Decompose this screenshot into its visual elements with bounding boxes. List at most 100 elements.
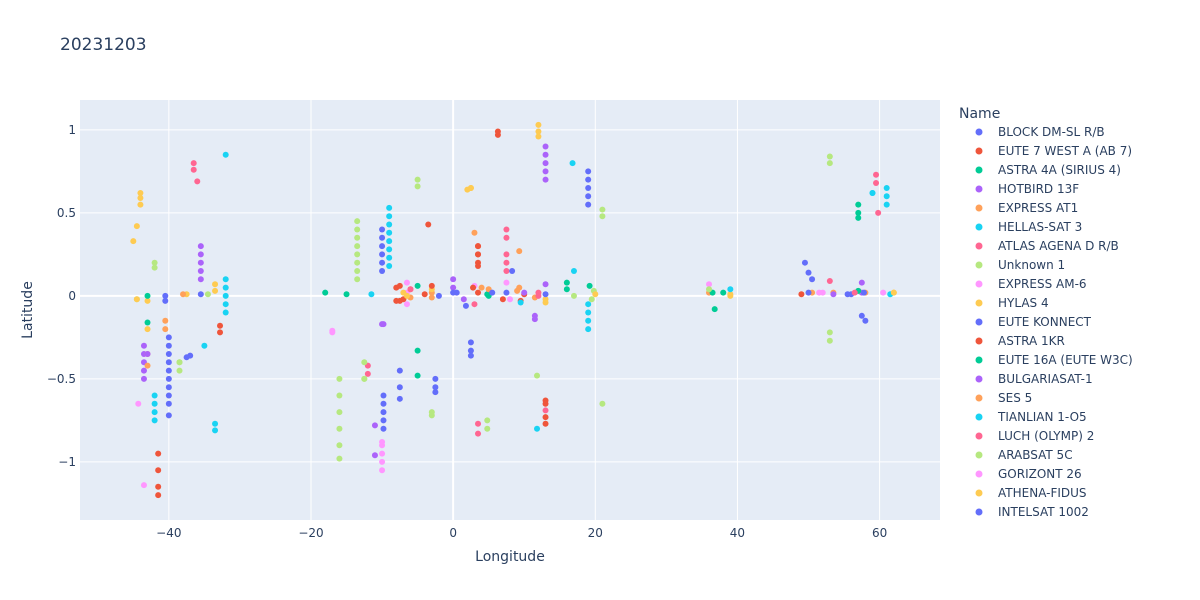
data-point [588, 296, 595, 303]
x-tick-label: 60 [872, 526, 887, 540]
data-point [563, 286, 570, 293]
data-point [471, 301, 478, 308]
legend-item[interactable]: EUTE KONNECT [975, 315, 1092, 329]
legend-item[interactable]: Unknown 1 [975, 258, 1066, 272]
data-point [706, 281, 713, 288]
data-point [873, 171, 880, 178]
data-point [336, 442, 343, 449]
legend-label: EUTE 7 WEST A (AB 7) [998, 144, 1132, 158]
legend-item[interactable]: HOTBIRD 13F [975, 182, 1080, 196]
data-point [478, 284, 485, 291]
legend-item[interactable]: BLOCK DM-SL R/B [975, 125, 1105, 139]
data-point [407, 286, 414, 293]
legend-item[interactable]: HYLAS 4 [975, 296, 1049, 310]
legend-label: INTELSAT 1002 [998, 505, 1089, 519]
data-point [222, 276, 229, 283]
legend-label: HYLAS 4 [998, 296, 1049, 310]
legend-item[interactable]: SES 5 [975, 391, 1033, 405]
legend-item[interactable]: EUTE 7 WEST A (AB 7) [975, 144, 1133, 158]
series-points [322, 201, 862, 379]
data-point [144, 350, 151, 357]
data-point [361, 375, 368, 382]
data-point [379, 226, 386, 233]
data-point [414, 183, 421, 190]
data-point [162, 326, 169, 333]
data-point [137, 201, 144, 208]
data-point [151, 417, 158, 424]
data-point [187, 352, 194, 359]
data-point [585, 184, 592, 191]
legend-marker [975, 128, 983, 136]
legend-item[interactable]: TIANLIAN 1-O5 [975, 410, 1087, 424]
legend-item[interactable]: LUCH (OLYMP) 2 [975, 429, 1095, 443]
data-point [354, 267, 361, 274]
data-point [503, 234, 510, 241]
data-point [165, 392, 172, 399]
legend-item[interactable]: ASTRA 4A (SIRIUS 4) [975, 163, 1121, 177]
data-point [379, 251, 386, 258]
legend-item[interactable]: EXPRESS AT1 [975, 201, 1079, 215]
data-point [535, 133, 542, 140]
data-point [379, 321, 386, 328]
data-point [414, 282, 421, 289]
data-point [155, 467, 162, 474]
data-point [197, 267, 204, 274]
data-point [819, 289, 826, 296]
data-point [133, 223, 140, 230]
legend-marker [975, 261, 983, 269]
data-point [542, 281, 549, 288]
data-point [197, 243, 204, 250]
y-tick-label: −1 [58, 455, 76, 469]
data-point [514, 287, 521, 294]
data-point [586, 282, 593, 289]
data-point [329, 329, 336, 336]
legend[interactable]: BLOCK DM-SL R/B EUTE 7 WEST A (AB 7) ASTRA… [975, 125, 1133, 519]
legend-item[interactable]: ARABSAT 5C [975, 448, 1073, 462]
legend-item[interactable]: EXPRESS AM-6 [975, 277, 1087, 291]
data-point [180, 291, 187, 298]
data-point [212, 420, 219, 427]
legend-marker [975, 394, 983, 402]
legend-item[interactable]: BULGARIASAT-1 [975, 372, 1093, 386]
legend-item[interactable]: ASTRA 1KR [975, 334, 1065, 348]
data-point [354, 234, 361, 241]
data-point [499, 296, 506, 303]
data-point [851, 289, 858, 296]
data-point [542, 407, 549, 414]
legend-label: ASTRA 1KR [998, 334, 1065, 348]
data-point [165, 359, 172, 366]
data-point [176, 359, 183, 366]
legend-item[interactable]: ATLAS AGENA D R/B [975, 239, 1119, 253]
legend-item[interactable]: EUTE 16A (EUTE W3C) [975, 353, 1133, 367]
data-point [354, 218, 361, 225]
legend-marker [975, 185, 983, 193]
data-point [503, 251, 510, 258]
legend-marker [975, 337, 983, 345]
legend-item[interactable]: ATHENA-FIDUS [975, 486, 1087, 500]
data-point [585, 317, 592, 324]
legend-marker [975, 375, 983, 383]
data-point [875, 209, 882, 216]
data-point [336, 392, 343, 399]
series-points [140, 289, 826, 489]
data-point [371, 422, 378, 429]
data-point [386, 238, 393, 245]
data-point [542, 291, 549, 298]
legend-item[interactable]: GORIZONT 26 [975, 467, 1082, 481]
data-point [467, 352, 474, 359]
legend-item[interactable]: HELLAS-SAT 3 [975, 220, 1083, 234]
data-point [826, 153, 833, 160]
data-point [197, 251, 204, 258]
legend-marker [975, 413, 983, 421]
data-point [393, 297, 400, 304]
data-point [403, 292, 410, 299]
data-point [475, 430, 482, 437]
legend-item[interactable]: INTELSAT 1002 [975, 505, 1089, 519]
data-point [563, 279, 570, 286]
y-tick-labels: −1 −0.5 0 0.5 1 [47, 123, 76, 469]
data-point [212, 281, 219, 288]
legend-marker [975, 318, 983, 326]
legend-marker [975, 242, 983, 250]
data-point [194, 178, 201, 185]
